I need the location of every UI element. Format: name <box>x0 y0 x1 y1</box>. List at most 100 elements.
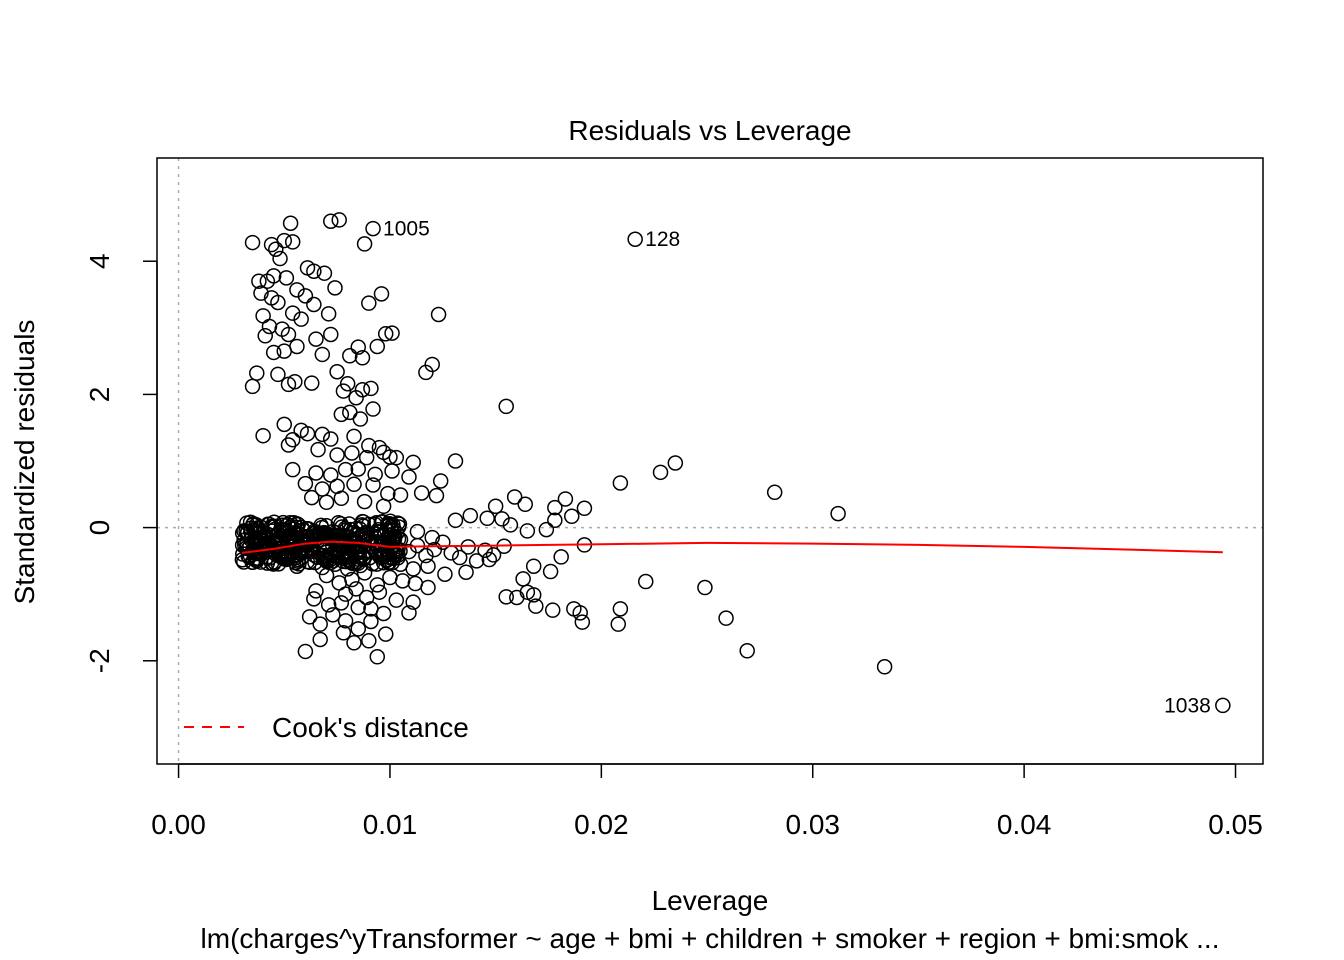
data-point <box>268 241 284 257</box>
data-point <box>627 231 643 247</box>
data-point <box>424 529 440 546</box>
data-point <box>346 635 362 651</box>
data-point <box>314 346 331 363</box>
data-point <box>377 626 394 642</box>
data-point <box>352 411 369 427</box>
data-point <box>299 425 316 442</box>
data-point <box>430 306 447 323</box>
data-point <box>547 499 563 516</box>
data-point <box>303 489 320 506</box>
data-point <box>528 598 544 614</box>
data-point <box>876 659 893 675</box>
data-point <box>364 555 381 572</box>
data-point <box>297 475 314 492</box>
data-point <box>479 510 495 527</box>
data-point <box>255 525 272 541</box>
data-point <box>318 494 335 511</box>
data-point <box>255 427 271 444</box>
data-point <box>261 318 278 335</box>
data-point <box>458 564 474 580</box>
data-point <box>462 507 479 524</box>
data-point <box>249 365 265 381</box>
data-point <box>316 265 333 281</box>
data-point <box>309 549 326 565</box>
data-point <box>498 398 514 415</box>
data-point <box>447 512 464 529</box>
data-point <box>318 567 335 584</box>
point-label: 128 <box>645 228 680 251</box>
data-point <box>405 454 421 471</box>
data-point <box>553 549 569 565</box>
data-point <box>327 524 344 541</box>
x-tick-label: 0.01 <box>363 809 418 840</box>
data-point <box>337 461 354 478</box>
data-point <box>342 545 359 561</box>
data-point <box>289 338 305 355</box>
data-point <box>276 416 293 433</box>
data-point <box>346 476 362 493</box>
data-point <box>477 542 493 558</box>
x-tick-label: 0.03 <box>785 809 840 840</box>
data-point <box>509 589 525 606</box>
data-point <box>384 463 400 479</box>
data-point <box>637 573 654 590</box>
plot-frame <box>156 157 1264 765</box>
data-point <box>331 212 347 228</box>
data-point <box>373 286 390 302</box>
data-point <box>278 550 295 566</box>
legend-label: Cook's distance <box>272 712 469 743</box>
data-point <box>392 487 409 503</box>
data-point <box>323 326 339 343</box>
data-point <box>420 558 436 574</box>
data-point <box>375 605 392 622</box>
data-point <box>308 331 324 347</box>
data-point <box>610 616 627 632</box>
data-point <box>369 338 386 355</box>
data-point <box>356 236 373 252</box>
data-point <box>333 406 350 423</box>
data-point <box>498 589 514 605</box>
data-point <box>314 426 331 443</box>
data-point <box>241 549 257 566</box>
y-tick-label: 4 <box>84 253 115 269</box>
reference-lines <box>157 158 1263 764</box>
x-tick-label: 0.00 <box>151 809 206 840</box>
data-point <box>612 475 629 491</box>
data-point <box>365 477 381 493</box>
data-point <box>308 465 324 481</box>
data-point <box>329 447 345 463</box>
data-point <box>369 649 386 665</box>
data-point <box>337 586 354 602</box>
point-label: 1038 <box>1164 694 1211 717</box>
data-point <box>385 550 402 567</box>
data-point <box>544 602 561 618</box>
y-tick-label: -2 <box>84 648 115 673</box>
data-point <box>335 383 352 399</box>
data-point <box>525 587 542 603</box>
data-point <box>306 296 322 313</box>
data-point <box>538 521 555 538</box>
data-point <box>320 306 337 322</box>
data-point <box>468 553 485 569</box>
y-tick-label: 0 <box>84 520 115 536</box>
x-axis: 0.00 0.01 0.02 0.03 0.04 0.05 <box>151 763 1263 840</box>
data-point <box>564 508 580 525</box>
data-point <box>329 364 345 380</box>
data-points <box>234 212 1231 714</box>
data-point <box>333 490 350 507</box>
data-point <box>517 496 533 513</box>
data-point <box>306 263 322 279</box>
data-point <box>335 625 352 641</box>
y-axis-label: Standardized residuals <box>9 320 40 605</box>
data-point <box>766 484 783 501</box>
data-point <box>303 375 320 391</box>
data-point <box>290 553 306 569</box>
data-point <box>350 599 366 616</box>
data-point <box>354 350 371 366</box>
data-point <box>270 556 287 572</box>
data-point <box>494 511 510 527</box>
data-point <box>276 343 293 359</box>
data-point <box>325 607 341 623</box>
y-axis: -2 0 2 4 <box>84 253 158 673</box>
data-point <box>371 439 388 456</box>
